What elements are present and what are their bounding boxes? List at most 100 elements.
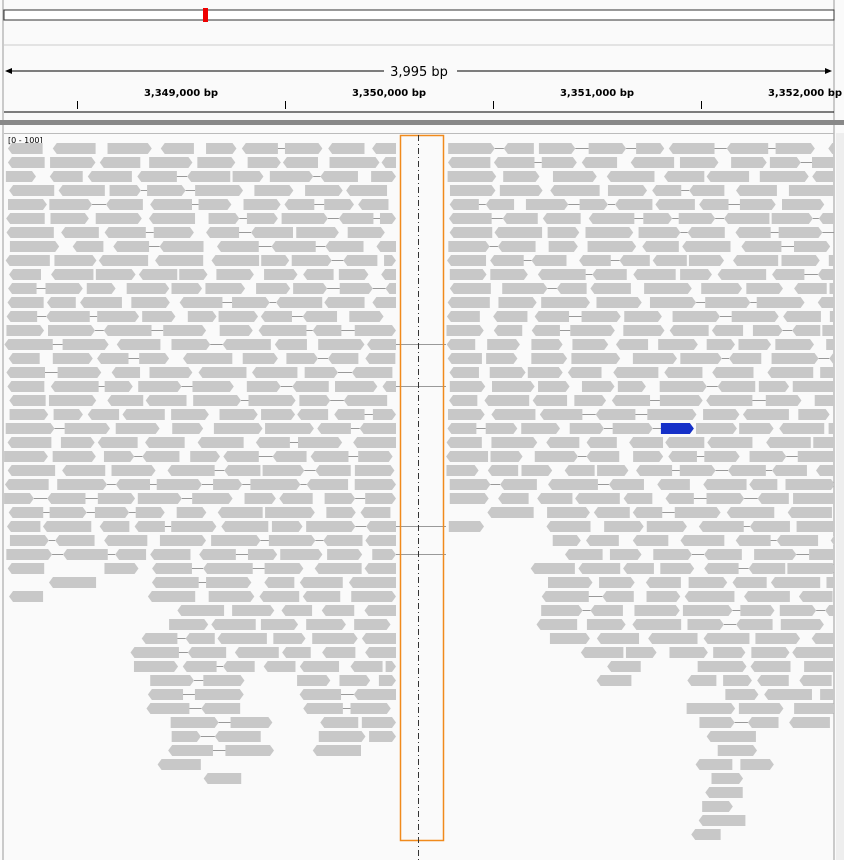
- read: [149, 367, 193, 378]
- read: [679, 157, 719, 168]
- read: [182, 661, 217, 672]
- read: [338, 269, 369, 280]
- read: [358, 199, 389, 210]
- read: [749, 479, 778, 490]
- read: [739, 423, 774, 434]
- read: [353, 437, 396, 448]
- read: [206, 577, 252, 588]
- read: [262, 465, 305, 476]
- read: [703, 479, 747, 490]
- read: [759, 171, 809, 182]
- read: [259, 591, 300, 602]
- read: [792, 647, 834, 658]
- read: [193, 395, 242, 406]
- read: [585, 227, 634, 238]
- read: [580, 647, 624, 658]
- read: [198, 367, 247, 378]
- read: [201, 703, 241, 714]
- read: [449, 269, 487, 280]
- read: [214, 731, 261, 742]
- read: [64, 423, 111, 434]
- scrollbar[interactable]: [836, 133, 844, 860]
- read: [607, 185, 648, 196]
- read: [46, 311, 90, 322]
- read: [339, 675, 371, 686]
- read: [688, 255, 725, 266]
- read: [820, 367, 834, 378]
- read: [131, 297, 170, 308]
- read: [172, 423, 204, 434]
- read: [260, 619, 299, 630]
- read: [372, 549, 396, 560]
- read: [804, 661, 834, 672]
- read: [99, 157, 141, 168]
- read: [665, 437, 705, 448]
- read: [211, 619, 256, 630]
- chromosome-ideogram[interactable]: [3, 9, 835, 21]
- read: [246, 213, 278, 224]
- read: [607, 661, 641, 672]
- read: [97, 311, 140, 322]
- read: [107, 395, 144, 406]
- read: [365, 535, 396, 546]
- read: [343, 255, 378, 266]
- read: [320, 717, 359, 728]
- read: [548, 241, 578, 252]
- read: [315, 465, 351, 476]
- read: [97, 437, 138, 448]
- read: [590, 605, 623, 616]
- read: [111, 367, 141, 378]
- read: [649, 297, 697, 308]
- read: [538, 381, 570, 392]
- read: [723, 675, 752, 686]
- read: [265, 423, 314, 434]
- read: [187, 171, 231, 182]
- read: [372, 143, 396, 154]
- read: [142, 311, 176, 322]
- read: [706, 395, 753, 406]
- read: [491, 409, 536, 420]
- read: [552, 535, 581, 546]
- read: [55, 535, 95, 546]
- read: [448, 409, 485, 420]
- read: [57, 479, 108, 490]
- read: [741, 241, 782, 252]
- read: [680, 269, 712, 280]
- read: [6, 549, 53, 560]
- read: [6, 325, 45, 336]
- read: [503, 143, 534, 154]
- read: [343, 395, 388, 406]
- read: [586, 619, 626, 630]
- read: [630, 157, 675, 168]
- read: [787, 507, 832, 518]
- read: [731, 311, 779, 322]
- read: [756, 297, 805, 308]
- read: [328, 143, 365, 154]
- panel-divider: [0, 120, 844, 125]
- read: [550, 185, 600, 196]
- read: [147, 689, 184, 700]
- read: [276, 297, 323, 308]
- read: [537, 493, 573, 504]
- read: [113, 241, 150, 252]
- read: [699, 717, 735, 728]
- read: [95, 269, 136, 280]
- read: [793, 493, 834, 504]
- read: [258, 325, 307, 336]
- read: [726, 507, 775, 518]
- read: [599, 577, 635, 588]
- read: [732, 577, 767, 588]
- read: [314, 563, 362, 574]
- read: [327, 353, 359, 364]
- read: [590, 283, 631, 294]
- read: [6, 521, 41, 532]
- read: [247, 549, 278, 560]
- read: [664, 367, 703, 378]
- read: [155, 255, 204, 266]
- read: [646, 521, 687, 532]
- read: [109, 185, 141, 196]
- read: [537, 269, 586, 280]
- read: [9, 535, 49, 546]
- read: [687, 619, 724, 630]
- read: [531, 255, 567, 266]
